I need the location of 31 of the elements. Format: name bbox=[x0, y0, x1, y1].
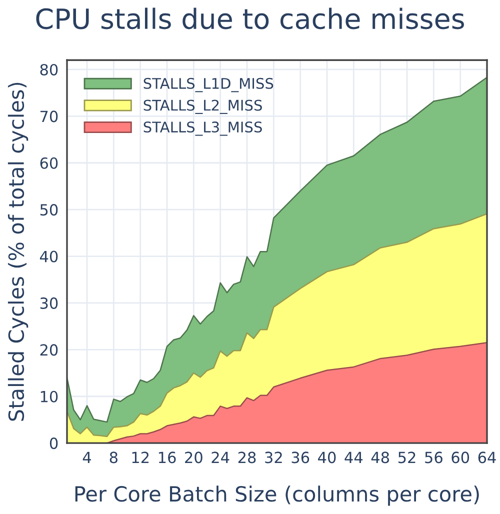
x-tick-label: 24 bbox=[212, 452, 230, 464]
legend-label: STALLS_L1D_MISS bbox=[144, 78, 274, 92]
x-tick-label: 32 bbox=[265, 452, 282, 464]
legend-label: STALLS_L3_MISS bbox=[144, 122, 262, 136]
y-tick-label: 80 bbox=[40, 64, 58, 76]
y-tick-label: 0 bbox=[50, 438, 58, 450]
x-tick-label: 28 bbox=[238, 452, 256, 464]
x-tick-label: 16 bbox=[158, 452, 176, 464]
y-tick-label: 10 bbox=[40, 390, 58, 402]
y-tick-label: 20 bbox=[40, 344, 58, 356]
y-tick-label: 50 bbox=[40, 204, 58, 216]
x-tick-label: 44 bbox=[344, 452, 363, 464]
x-tick-label: 12 bbox=[132, 452, 149, 464]
chart-title: CPU stalls due to cache misses bbox=[36, 8, 464, 30]
y-tick-label: 30 bbox=[40, 297, 58, 309]
x-tick-label: 48 bbox=[371, 452, 390, 464]
x-tick-label: 60 bbox=[452, 452, 470, 464]
y-axis-title: Stalled Cycles (% of total cycles) bbox=[8, 82, 28, 421]
y-tick-label: 70 bbox=[40, 110, 58, 122]
x-axis-title: Per Core Batch Size (columns per core) bbox=[75, 486, 479, 506]
x-tick-label: 56 bbox=[425, 452, 442, 464]
x-tick-label: 36 bbox=[292, 452, 310, 464]
legend-label: STALLS_L2_MISS bbox=[144, 100, 262, 114]
y-tick-label: 40 bbox=[40, 250, 58, 262]
x-tick-label: 40 bbox=[318, 452, 336, 464]
x-tick-label: 64 bbox=[478, 452, 496, 464]
x-tick-label: 4 bbox=[82, 452, 92, 464]
x-tick-label: 20 bbox=[185, 452, 202, 464]
y-tick-label: 60 bbox=[40, 157, 58, 169]
x-tick-label: 52 bbox=[398, 452, 416, 464]
x-tick-label: 8 bbox=[110, 452, 118, 464]
